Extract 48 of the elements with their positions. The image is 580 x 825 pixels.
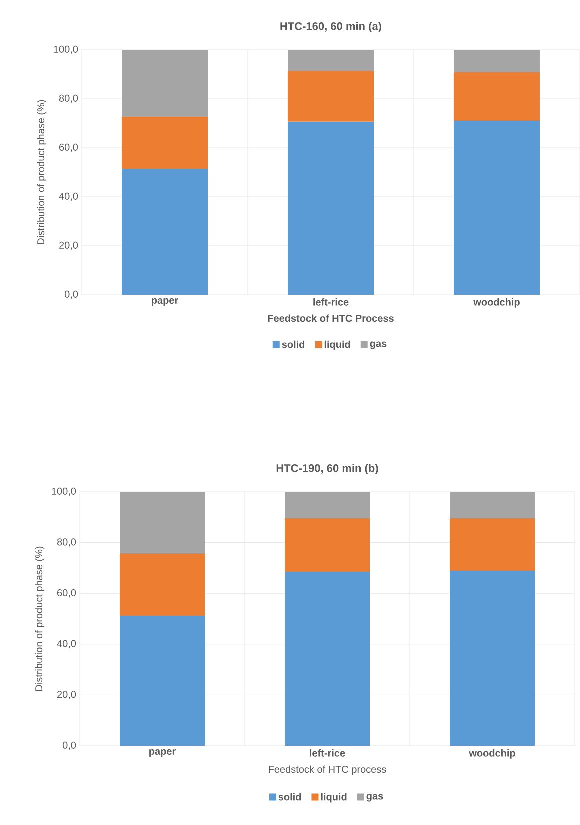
legend-label: gas [370, 342, 387, 350]
bar [122, 50, 208, 117]
legend-label: gas [366, 794, 384, 802]
y-tick-label: 0,0 [64, 290, 78, 300]
y-tick-label: 60,0 [60, 144, 78, 152]
bar [450, 570, 535, 746]
chart-title: HTC-160, 60 min (a) [280, 22, 382, 32]
bar [122, 116, 208, 170]
y-tick-label: 60,0 [58, 589, 76, 598]
x-tick-label: left-rice [310, 750, 346, 757]
bar [454, 72, 540, 121]
bar [120, 492, 205, 554]
x-axis-title: Feedstock of HTC Process [268, 314, 394, 322]
y-tick-label: 0,0 [62, 742, 76, 750]
y-tick-label: 40,0 [57, 640, 76, 649]
bar [454, 120, 540, 295]
legend-label: solid [278, 793, 302, 801]
bar [450, 518, 535, 571]
bar [120, 553, 205, 616]
bar [288, 50, 374, 72]
y-tick-label: 40,0 [59, 192, 78, 202]
legend-label: solid [282, 340, 305, 348]
bar [450, 492, 535, 518]
y-tick-label: 100,0 [54, 46, 78, 54]
chart-title: HTC-190, 60 min (b) [276, 464, 378, 474]
y-tick-label: 20,0 [60, 242, 78, 250]
bar [284, 492, 370, 518]
bar [284, 518, 370, 572]
bar [284, 572, 370, 746]
x-axis-title: Feedstock of HTC process [269, 766, 386, 776]
y-tick-label: 100,0 [52, 488, 76, 496]
legend-label: liquid [324, 340, 350, 350]
x-tick-label: woodchip [469, 750, 516, 759]
y-axis-title: Distribution of product phase (%) [37, 100, 47, 244]
y-tick-label: 20,0 [58, 691, 76, 700]
bar [120, 616, 205, 746]
x-tick-label: woodchip [474, 298, 520, 308]
bar [288, 71, 374, 122]
y-tick-label: 80,0 [59, 94, 78, 104]
y-axis-title: Distribution of product phase (%) [35, 546, 45, 691]
bar [454, 50, 540, 72]
bar [288, 122, 374, 295]
x-tick-label: left-rice [314, 298, 349, 306]
legend-label: liquid [321, 793, 347, 803]
x-tick-label: paper [152, 298, 178, 306]
bar [122, 169, 208, 295]
y-tick-label: 80,0 [57, 538, 76, 547]
x-tick-label: paper [150, 750, 176, 757]
